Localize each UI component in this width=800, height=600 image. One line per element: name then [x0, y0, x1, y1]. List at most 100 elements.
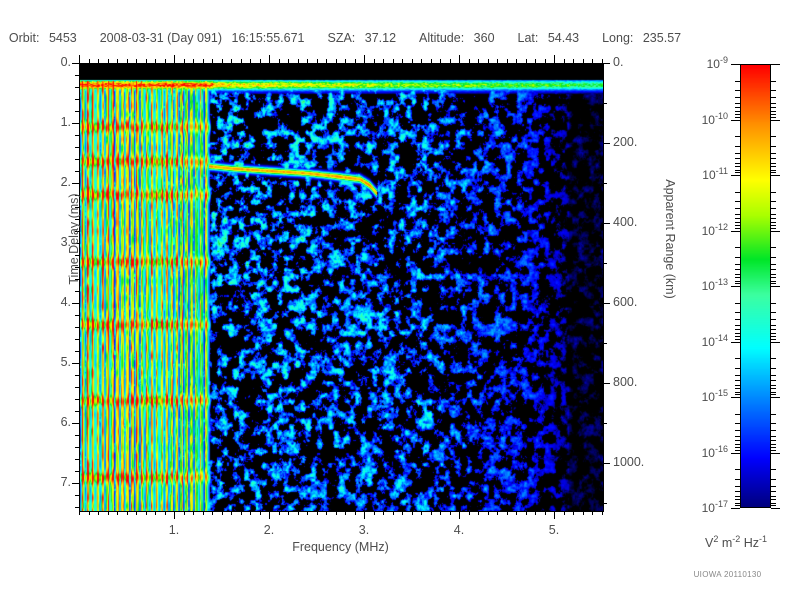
- colorbar-minor-tick: [771, 333, 776, 334]
- x-top-tick: [450, 59, 451, 63]
- colorbar-minor-tick: [735, 503, 740, 504]
- x-top-tick: [554, 55, 555, 63]
- x-minor-tick: [98, 511, 99, 515]
- y-left-minor-tick: [75, 111, 79, 112]
- colorbar-minor-tick: [735, 114, 740, 115]
- x-top-tick: [136, 59, 137, 63]
- y-right-tick-label: 400.: [613, 215, 638, 229]
- y-left-tick-label: 1.: [60, 115, 71, 129]
- x-top-tick: [79, 55, 80, 63]
- x-minor-tick: [184, 511, 185, 515]
- x-top-tick: [241, 59, 242, 63]
- x-major-tick: [364, 511, 365, 519]
- x-minor-tick: [345, 511, 346, 515]
- colorbar-minor-tick: [735, 440, 740, 441]
- y-left-minor-tick: [75, 459, 79, 460]
- x-minor-tick: [450, 511, 451, 515]
- colorbar-minor-tick: [735, 312, 740, 313]
- latitude-label: Lat:: [517, 31, 539, 45]
- x-top-tick: [127, 59, 128, 63]
- y-left-minor-tick: [75, 315, 79, 316]
- y-left-minor-tick: [75, 87, 79, 88]
- colorbar-minor-tick: [771, 358, 776, 359]
- colorbar-minor-tick: [771, 247, 776, 248]
- x-top-tick: [212, 59, 213, 63]
- x-top-tick: [317, 59, 318, 63]
- x-top-tick: [108, 59, 109, 63]
- credit-text: UIOWA 20110130: [693, 570, 762, 579]
- colorbar-minor-tick: [771, 107, 776, 108]
- y-left-minor-tick: [75, 375, 79, 376]
- colorbar-minor-tick: [735, 450, 740, 451]
- colorbar-major-tick: [771, 508, 780, 509]
- x-top-tick: [592, 59, 593, 63]
- x-top-tick: [345, 59, 346, 63]
- y-left-tick-label: 5.: [60, 355, 71, 369]
- colorbar-minor-tick: [735, 170, 740, 171]
- y-left-minor-tick: [75, 339, 79, 340]
- y-left-minor-tick: [75, 195, 79, 196]
- x-minor-tick: [260, 511, 261, 515]
- colorbar-minor-tick: [735, 303, 740, 304]
- colorbar-major-tick: [771, 64, 780, 65]
- y-left-major-tick: [72, 123, 79, 124]
- x-major-tick: [174, 511, 175, 519]
- y-left-minor-tick: [75, 387, 79, 388]
- x-top-tick: [431, 59, 432, 63]
- colorbar-minor-tick: [735, 222, 740, 223]
- x-top-tick: [298, 59, 299, 63]
- x-top-tick: [573, 59, 574, 63]
- colorbar-minor-tick: [735, 496, 740, 497]
- x-minor-tick: [488, 511, 489, 515]
- x-top-tick: [146, 59, 147, 63]
- x-major-tick: [269, 511, 270, 519]
- y-left-minor-tick: [75, 207, 79, 208]
- x-top-tick: [279, 59, 280, 63]
- colorbar-minor-tick: [735, 225, 740, 226]
- colorbar-major-tick: [771, 397, 780, 398]
- x-minor-tick: [602, 511, 603, 515]
- x-axis-title: Frequency (MHz): [292, 540, 389, 554]
- y-left-minor-tick: [75, 447, 79, 448]
- colorbar-minor-tick: [735, 158, 740, 159]
- colorbar-minor-tick: [735, 214, 740, 215]
- x-minor-tick: [421, 511, 422, 515]
- x-tick-label: 4.: [453, 523, 465, 537]
- colorbar-minor-tick: [735, 505, 740, 506]
- y-left-minor-tick: [75, 159, 79, 160]
- colorbar-minor-tick: [771, 225, 776, 226]
- y-left-tick-label: 3.: [60, 235, 71, 249]
- colorbar-minor-tick: [771, 222, 776, 223]
- y-left-minor-tick: [75, 99, 79, 100]
- y-right-minor-tick: [603, 263, 607, 264]
- y-right-minor-tick: [603, 503, 607, 504]
- y-left-minor-tick: [75, 495, 79, 496]
- colorbar-minor-tick: [771, 336, 776, 337]
- colorbar-minor-tick: [771, 111, 776, 112]
- x-top-tick: [412, 59, 413, 63]
- colorbar-minor-tick: [735, 394, 740, 395]
- colorbar-minor-tick: [771, 430, 776, 431]
- colorbar-minor-tick: [771, 325, 776, 326]
- colorbar-minor-tick: [771, 469, 776, 470]
- x-top-tick: [545, 59, 546, 63]
- radargram-heatmap: [80, 64, 603, 511]
- colorbar-major-tick: [771, 175, 780, 176]
- colorbar-minor-tick: [771, 214, 776, 215]
- colorbar-minor-tick: [735, 247, 740, 248]
- colorbar-minor-tick: [771, 505, 776, 506]
- x-top-tick: [269, 55, 270, 63]
- y-right-major-tick: [603, 143, 610, 144]
- colorbar-minor-tick: [735, 228, 740, 229]
- x-minor-tick: [507, 511, 508, 515]
- colorbar-minor-tick: [771, 329, 776, 330]
- colorbar-major-tick: [771, 286, 780, 287]
- colorbar-minor-tick: [735, 281, 740, 282]
- colorbar-gradient: [740, 64, 771, 508]
- x-minor-tick: [127, 511, 128, 515]
- colorbar-minor-tick: [771, 208, 776, 209]
- x-top-tick: [155, 59, 156, 63]
- x-top-tick: [535, 59, 536, 63]
- colorbar-minor-tick: [735, 499, 740, 500]
- y-right-minor-tick: [603, 183, 607, 184]
